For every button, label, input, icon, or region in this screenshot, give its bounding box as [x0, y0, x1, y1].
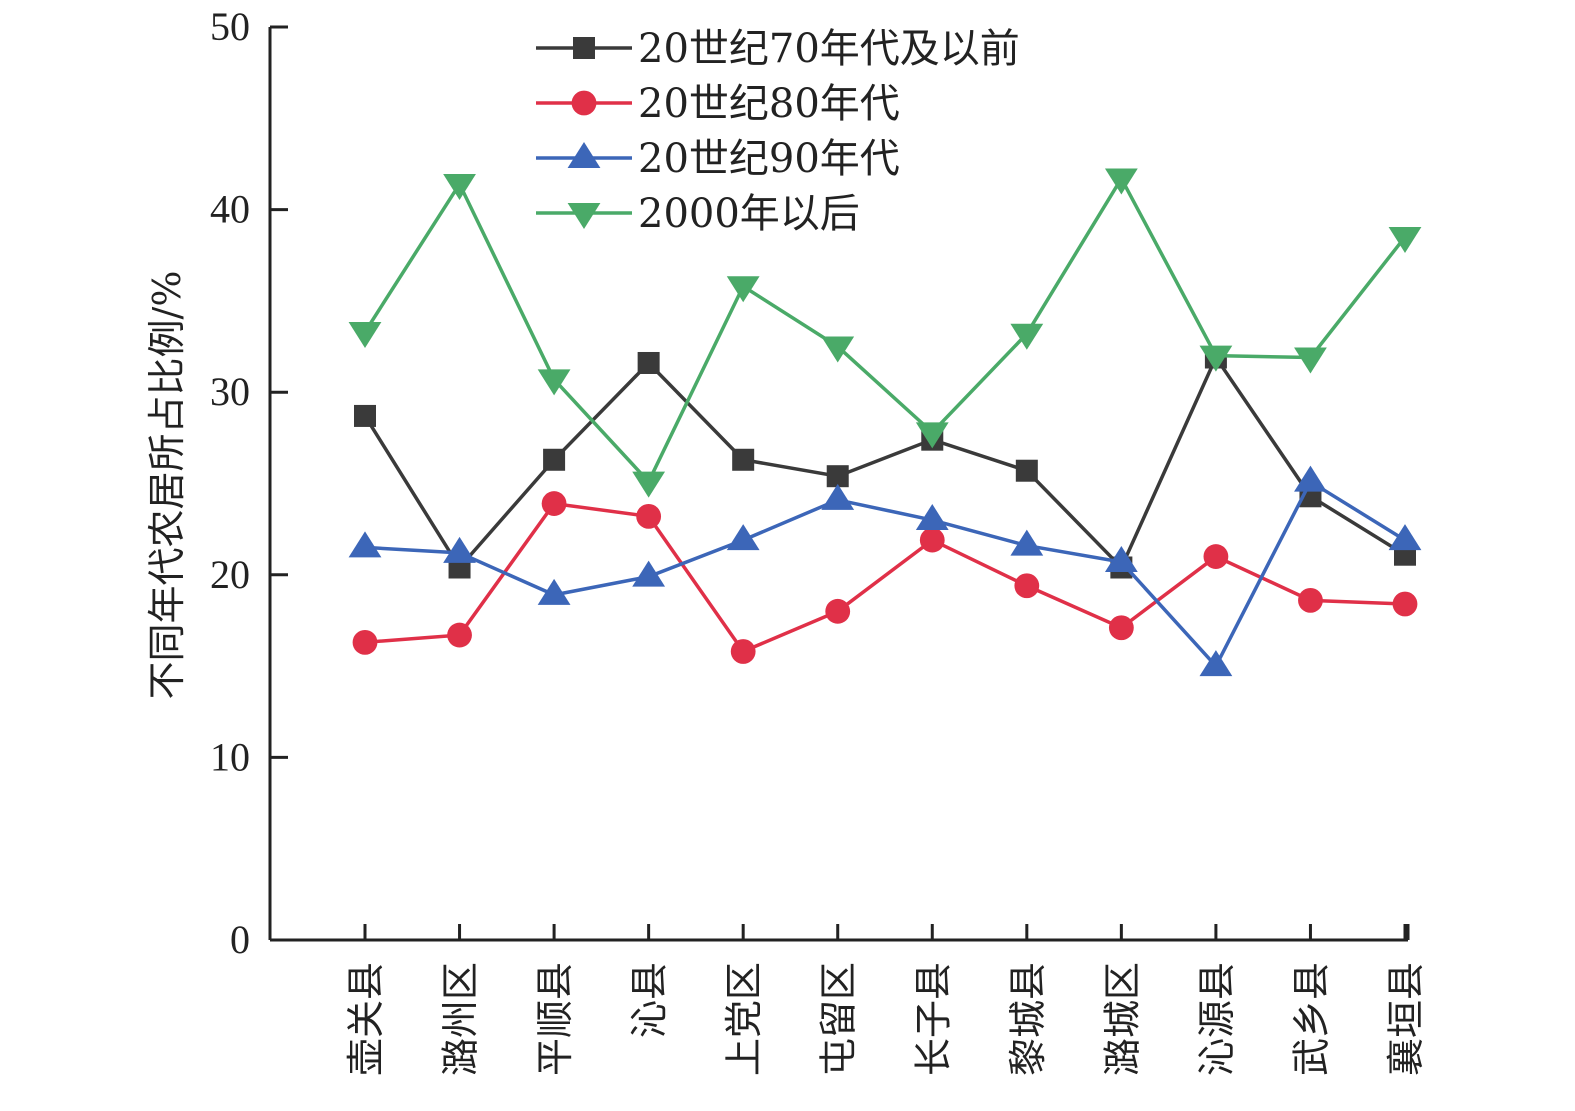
y-tick-label: 50 [210, 4, 250, 49]
x-tick-label: 上党区 [722, 962, 766, 1076]
legend-label: 20世纪80年代 [638, 81, 900, 127]
data-point [1199, 345, 1233, 372]
series-group [348, 168, 1422, 677]
data-point [541, 491, 567, 516]
data-point [1010, 529, 1044, 556]
data-point [348, 531, 382, 558]
data-point [1298, 587, 1323, 613]
legend-marker-icon [571, 90, 597, 116]
legend-item: 2000年以后 [536, 191, 860, 237]
legend-label: 20世纪90年代 [638, 136, 900, 182]
x-tick-label: 沁县 [628, 962, 672, 1038]
data-point [443, 174, 476, 201]
series-triangle-down [348, 168, 1422, 498]
y-tick-label: 20 [210, 552, 250, 597]
y-tick-label: 40 [210, 187, 250, 232]
data-point [1294, 465, 1327, 492]
data-point [1014, 573, 1040, 599]
legend-marker-icon [573, 37, 595, 59]
data-point [732, 448, 755, 471]
data-point [352, 629, 378, 655]
series-circle [352, 491, 1418, 664]
x-tick-label: 屯留区 [817, 962, 861, 1076]
data-point [537, 578, 571, 605]
legend-marker-icon [567, 203, 601, 229]
data-point [636, 503, 662, 529]
series-triangle-up [348, 465, 1422, 677]
data-point [443, 536, 476, 563]
data-point [821, 483, 855, 510]
data-point [537, 369, 571, 396]
data-point [632, 560, 666, 587]
data-point [915, 422, 949, 449]
series-line [364, 479, 1406, 670]
y-tick-label: 0 [230, 917, 250, 962]
data-point [726, 524, 760, 551]
y-axis-title: 不同年代农居所占比例/% [145, 271, 189, 700]
x-tick-label: 襄垣县 [1384, 962, 1428, 1076]
data-point [1199, 650, 1233, 677]
data-point [1388, 524, 1422, 551]
series-line [364, 501, 1406, 654]
data-point [632, 471, 666, 498]
data-point [447, 622, 472, 648]
x-tick-label: 武乡县 [1289, 962, 1333, 1076]
x-tick-label: 黎城县 [1006, 962, 1050, 1076]
data-point [1108, 615, 1134, 641]
data-point [354, 404, 376, 427]
x-tick-label: 潞城区 [1100, 962, 1144, 1076]
data-point [1388, 226, 1422, 253]
data-point [821, 336, 855, 363]
series-square [354, 346, 1416, 579]
data-point [1104, 168, 1138, 195]
legend-marker-icon [567, 142, 601, 168]
legend-label: 2000年以后 [638, 191, 860, 237]
x-tick-label: 潞州区 [439, 962, 483, 1076]
data-point [1203, 544, 1229, 569]
data-point [1015, 459, 1038, 482]
legend-item: 20世纪70年代及以前 [536, 26, 1020, 72]
y-ticks: 0 10 20 30 40 50 [210, 4, 288, 962]
legend: 20世纪70年代及以前 20世纪80年代 20世纪90年代 2000年以后 [536, 26, 1020, 237]
series-line [363, 175, 1407, 485]
data-point [543, 448, 566, 471]
x-ticks: 壶关县 潞州区 平顺县 沁县 上党区 屯留区 长子县 黎城县 潞城区 沁源县 武乡县 襄垣县 [344, 924, 1428, 1076]
x-tick-label: 平顺县 [533, 962, 577, 1076]
data-point [825, 598, 851, 624]
data-point [730, 639, 756, 664]
legend-label: 20世纪70年代及以前 [638, 26, 1020, 72]
y-tick-label: 10 [210, 734, 250, 779]
x-tick-label: 壶关县 [344, 962, 388, 1076]
data-point [1104, 546, 1138, 573]
data-point [919, 527, 945, 553]
data-point [1294, 347, 1327, 374]
legend-item: 20世纪80年代 [536, 81, 900, 127]
data-point [726, 276, 760, 303]
data-point [1392, 591, 1418, 617]
series-line [363, 353, 1406, 571]
legend-item: 20世纪90年代 [536, 136, 900, 182]
x-tick-label: 长子县 [911, 962, 955, 1076]
data-point [1010, 323, 1044, 350]
data-point [637, 351, 660, 374]
y-tick-label: 30 [210, 369, 250, 414]
data-point [915, 504, 949, 531]
x-tick-label: 沁源县 [1195, 962, 1239, 1076]
data-point [348, 321, 382, 348]
data-point [826, 465, 849, 488]
